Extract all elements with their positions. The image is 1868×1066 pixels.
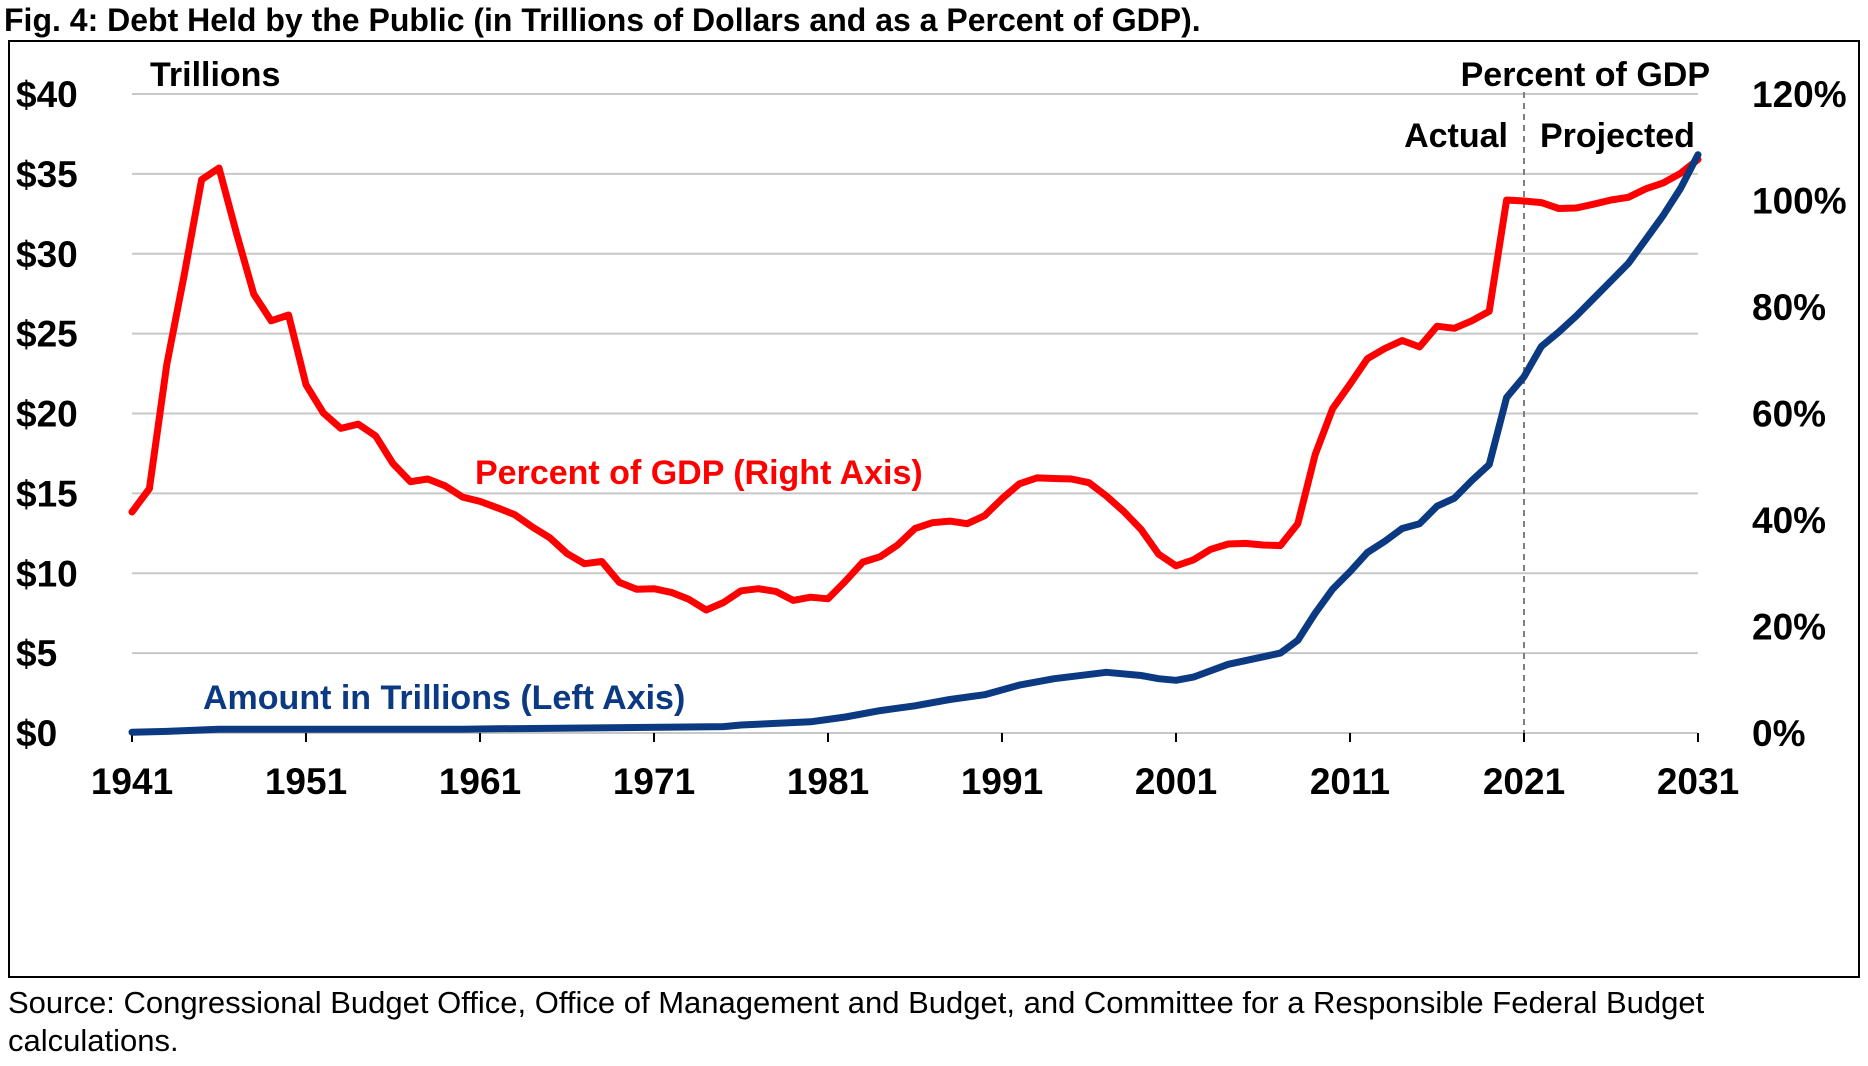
projected-label: Projected xyxy=(1540,117,1695,155)
x-tick-label: 1991 xyxy=(961,761,1043,802)
left-axis-ticks: $0 $5 $10 $15 $20 $25 $30 $35 $40 xyxy=(16,74,78,754)
x-tick-label: 2001 xyxy=(1135,761,1217,802)
left-tick-label: $30 xyxy=(16,234,78,275)
right-tick-label: 20% xyxy=(1752,607,1826,648)
left-tick-label: $35 xyxy=(16,154,78,195)
left-tick-label: $20 xyxy=(16,394,78,435)
left-axis-label: Trillions xyxy=(150,56,280,94)
right-tick-label: 60% xyxy=(1752,394,1826,435)
x-tick-label: 2011 xyxy=(1310,761,1390,802)
right-tick-label: 40% xyxy=(1752,500,1826,541)
left-tick-label: $15 xyxy=(16,473,78,514)
source-note: Source: Congressional Budget Office, Off… xyxy=(8,985,1705,1058)
gridlines xyxy=(132,93,1698,655)
left-tick-label: $5 xyxy=(16,633,57,674)
x-tick-label: 1961 xyxy=(439,761,521,802)
right-tick-label: 80% xyxy=(1752,287,1826,328)
series-lines xyxy=(128,151,1702,736)
x-tick-label: 1941 xyxy=(91,761,173,802)
figure-title: Fig. 4: Debt Held by the Public (in Tril… xyxy=(4,2,1201,38)
left-tick-label: $40 xyxy=(16,74,78,115)
actual-label: Actual xyxy=(1404,117,1508,155)
right-tick-label: 0% xyxy=(1752,713,1805,754)
right-axis-ticks: 0% 20% 40% 60% 80% 100% 120% xyxy=(1752,74,1847,754)
right-tick-label: 120% xyxy=(1752,74,1847,115)
left-tick-label: $10 xyxy=(16,553,78,594)
amount-series-label: Amount in Trillions (Left Axis) xyxy=(203,679,685,717)
chart-frame: $0 $5 $10 $15 $20 $25 $30 $35 $40 0% 20% 40% 60% 80%… xyxy=(8,40,1860,978)
left-tick-label: $25 xyxy=(16,314,78,355)
left-tick-label: $0 xyxy=(16,713,57,754)
right-tick-label: 100% xyxy=(1752,181,1847,222)
percent-series-label: Percent of GDP (Right Axis) xyxy=(475,454,923,492)
percent-of-gdp-line xyxy=(128,156,1702,614)
x-tick-label: 1971 xyxy=(613,761,695,802)
x-tick-label: 1951 xyxy=(265,761,347,802)
x-tick-label: 1981 xyxy=(787,761,869,802)
x-axis-ticks: 1941 1951 1961 1971 1981 1991 2001 2011 2021 2031 xyxy=(91,732,1739,802)
x-tick-label: 2031 xyxy=(1657,761,1739,802)
x-tick-label: 2021 xyxy=(1483,761,1565,802)
chart-plot: $0 $5 $10 $15 $20 $25 $30 $35 $40 0% 20% 40% 60% 80%… xyxy=(16,56,1847,802)
right-axis-label: Percent of GDP xyxy=(1461,56,1710,94)
amount-trillions-line xyxy=(128,151,1702,736)
